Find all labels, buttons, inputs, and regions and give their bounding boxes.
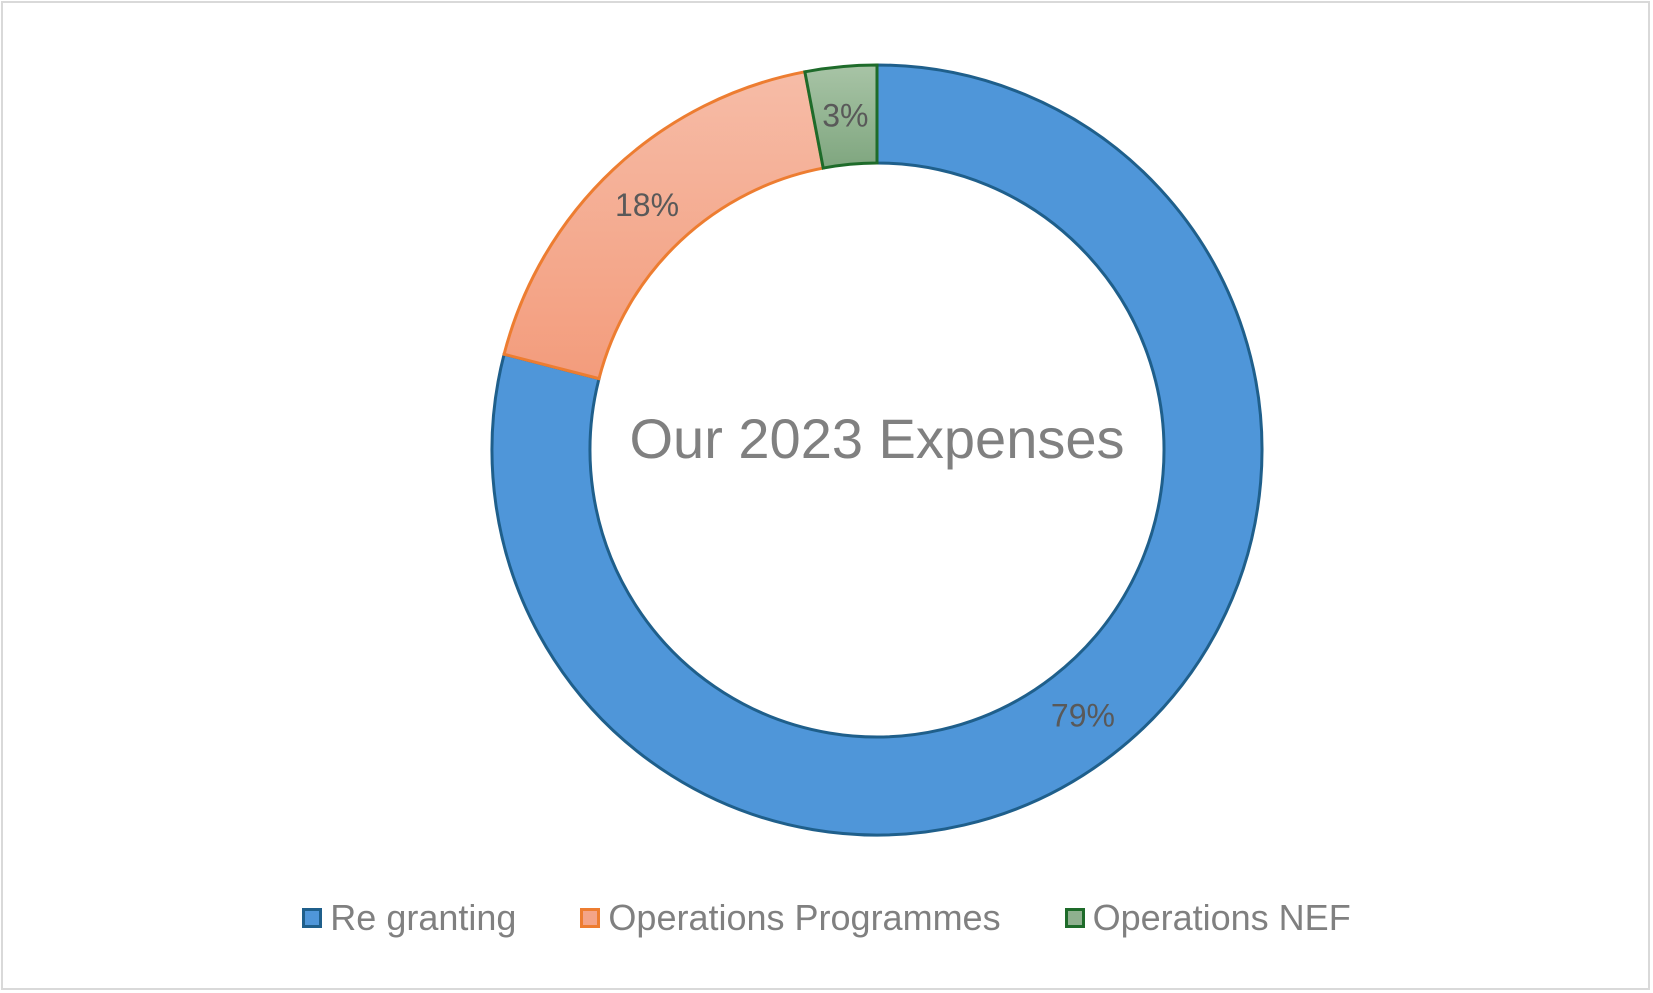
data-label-re-granting: 79%: [1051, 697, 1115, 733]
legend-item-re-granting: Re granting: [302, 897, 516, 939]
legend-item-operations-programmes: Operations Programmes: [580, 897, 1001, 939]
chart-legend: Re granting Operations Programmes Operatio…: [0, 893, 1653, 943]
legend-label: Operations NEF: [1092, 897, 1351, 938]
slice-re-granting: [490, 63, 1264, 837]
donut-data-labels: 79% 18% 3%: [615, 97, 1115, 733]
data-label-operations-nef: 3%: [822, 97, 868, 133]
slice-operations-programmes: [502, 70, 825, 381]
legend-swatch: [1064, 908, 1085, 928]
legend-item-operations-nef: Operations NEF: [1064, 897, 1351, 939]
legend-swatch: [580, 908, 601, 928]
chart-title: Our 2023 Expenses: [630, 407, 1125, 470]
legend-label: Operations Programmes: [608, 897, 1001, 938]
legend-label: Re granting: [330, 897, 517, 938]
data-label-operations-programmes: 18%: [615, 187, 679, 223]
slice-operations-nef: [803, 63, 879, 170]
donut-slices: [490, 63, 1264, 837]
legend-swatch: [302, 908, 323, 928]
